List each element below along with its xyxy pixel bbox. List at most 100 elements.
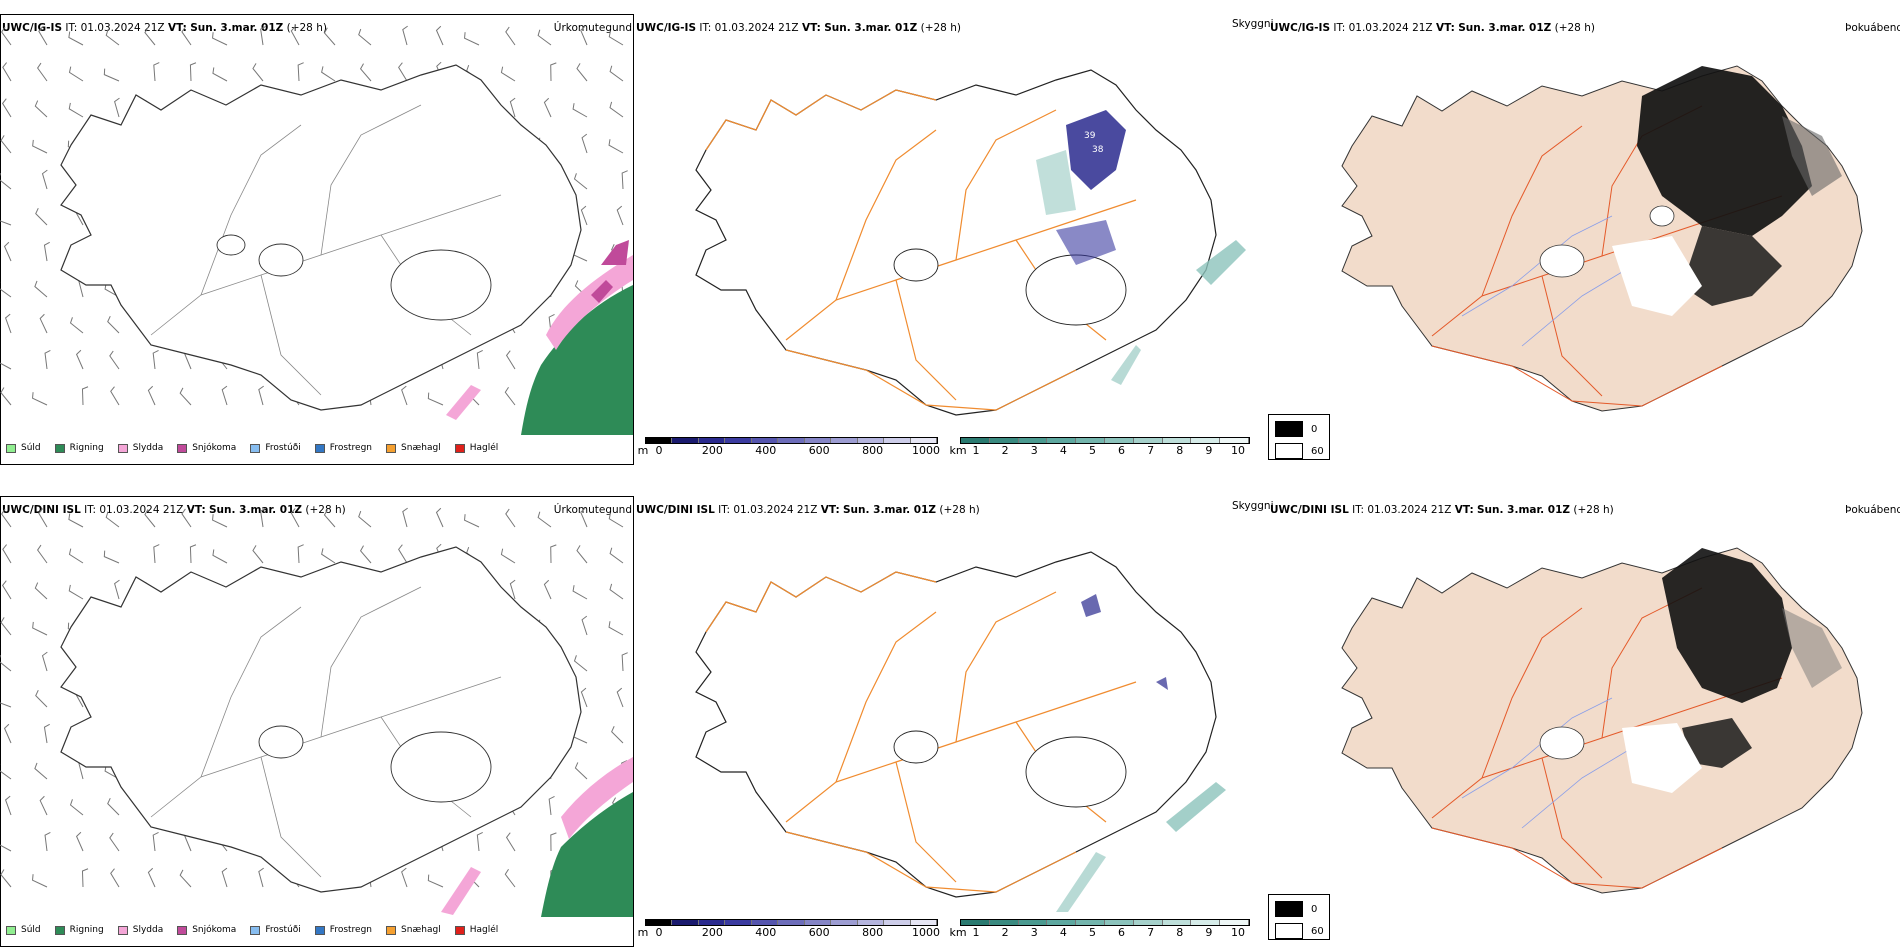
precip-type-frame [0, 14, 634, 465]
wind-barb [0, 220, 12, 226]
scale-step [884, 920, 911, 925]
wind-barb [290, 26, 300, 46]
wind-barb [500, 66, 516, 82]
legend-label: Snæhagl [401, 443, 441, 453]
wind-barb [581, 615, 588, 636]
wind-barb [181, 26, 192, 46]
map-mark: 38 [1092, 145, 1104, 155]
wind-barb [398, 544, 408, 564]
legend-swatch [117, 925, 128, 935]
iceland-outline [695, 69, 1217, 416]
legend-label: Snjókoma [192, 925, 237, 935]
panel-title-precip: Úrkomutegund [553, 22, 632, 34]
wind-barb [0, 617, 12, 636]
legend-label: Rigning [69, 925, 104, 935]
wind-barb [4, 313, 12, 334]
scale-step [804, 920, 832, 925]
wind-barb [608, 512, 624, 528]
scale-tick-label: 600 [808, 926, 830, 939]
wind-barb [576, 545, 588, 564]
wind-barb [464, 514, 480, 528]
wind-barb [103, 68, 120, 82]
wind-barb [39, 795, 48, 816]
wind-barb [258, 385, 264, 406]
scale-step [961, 920, 990, 925]
scale-tick-label: 800 [862, 926, 884, 939]
panel-title-visibility: Skyggni [1232, 18, 1274, 30]
legend-swatch [314, 925, 325, 935]
wind-barb [0, 387, 12, 406]
wind-barb [509, 579, 516, 600]
low-visibility-areas [1056, 594, 1226, 912]
fog-legend-swatch [1275, 923, 1303, 939]
wind-barb [3, 241, 12, 262]
wind-barb [550, 832, 557, 852]
wind-barb [608, 139, 624, 154]
wind-barb [34, 762, 48, 780]
wind-barb [221, 867, 228, 888]
wind-barb [402, 507, 408, 528]
glaciers [1539, 205, 1675, 278]
wind-barb [4, 795, 12, 816]
scale-step [1018, 920, 1048, 925]
wind-barb [358, 510, 372, 528]
wind-barb [153, 62, 160, 82]
wind-barb [69, 317, 84, 334]
scale-step [1104, 920, 1134, 925]
wind-barb [260, 507, 267, 528]
legend-swatch [177, 443, 188, 453]
legend-item: Súld [6, 925, 41, 935]
scale-step [725, 438, 752, 443]
legend-swatch [177, 925, 188, 935]
wind-barb [109, 350, 120, 370]
fog-legend-item: 60 [1275, 443, 1329, 459]
wind-barb [44, 349, 51, 370]
scale-step [1220, 920, 1249, 925]
wind-barb [114, 97, 120, 118]
scale-tick-label: 2 [1001, 444, 1009, 457]
wind-barb [34, 280, 48, 298]
scale-step [1220, 438, 1249, 443]
wind-barb [189, 62, 197, 82]
visibility-scale: km 1 2 3 4 5 6 7 8 9 10 [949, 437, 1250, 457]
wind-barb [580, 25, 588, 46]
wind-barb [107, 316, 120, 334]
wind-barb [297, 62, 304, 82]
wind-barb [152, 349, 159, 370]
wind-barb [543, 97, 552, 118]
wind-barb [43, 241, 50, 262]
fog-legend-item: 0 [1275, 421, 1329, 437]
scale-tick-label: 400 [755, 444, 777, 457]
scale-tick-label: 1 [972, 926, 980, 939]
run-header: UWC/DINI ISL IT: 01.03.2024 21Z VT: Sun.… [2, 504, 346, 516]
fog-areas [1622, 548, 1842, 793]
scale-tick-label: 2 [1001, 926, 1009, 939]
wind-barb [435, 507, 444, 528]
wind-barb [69, 799, 84, 816]
scale-tick-label: 800 [862, 444, 884, 457]
visibility-scale: km 1 2 3 4 5 6 7 8 9 10 [949, 919, 1250, 939]
fog-legend-swatch [1275, 443, 1303, 459]
legend-swatch [6, 443, 16, 453]
wind-barb [37, 62, 48, 82]
legend-swatch [454, 443, 465, 453]
scale-tick-label: 600 [808, 444, 830, 457]
wind-barb [504, 868, 516, 888]
fog-legend: 0 60 [1268, 414, 1330, 460]
wind-barb [550, 62, 557, 82]
legend-swatch [6, 925, 16, 935]
wind-barb [505, 508, 516, 528]
wind-barb [0, 763, 12, 780]
wind-barb [144, 27, 156, 46]
scale-step [857, 438, 885, 443]
wind-barb [609, 101, 624, 118]
legend-label: Frostregn [329, 443, 373, 453]
panel-title-fog: Þokuábendi [1845, 22, 1900, 34]
wind-barb [359, 545, 372, 564]
precip-legend: Súld Rigning Slydda Snjókoma Frostúði Frostre… [6, 925, 512, 935]
legend-swatch [386, 443, 397, 453]
wind-barb [1, 508, 12, 528]
wind-barb [153, 544, 160, 564]
scale-step [961, 438, 990, 443]
scale-tick-label: 200 [701, 444, 723, 457]
